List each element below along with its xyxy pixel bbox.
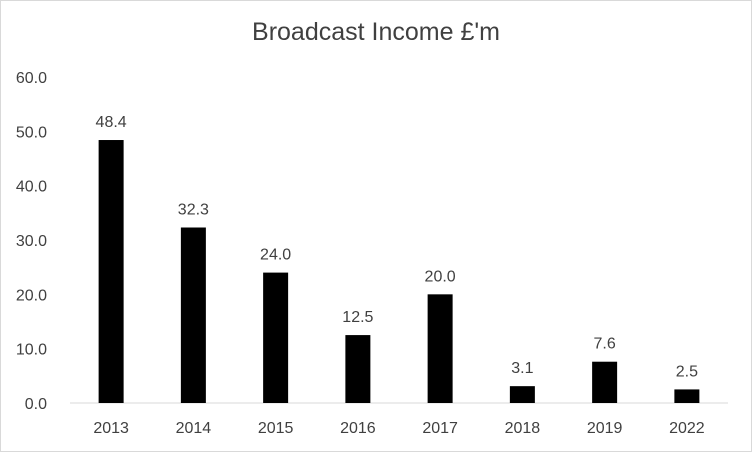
chart-title: Broadcast Income £'m — [252, 18, 500, 46]
data-labels: 48.4 32.3 24.0 12.5 20.0 3.1 7.6 2.5 — [96, 114, 699, 380]
bar — [674, 389, 700, 403]
y-tick-label: 60.0 — [16, 70, 47, 87]
bar — [592, 361, 618, 403]
x-tick-label: 2015 — [258, 420, 294, 437]
bar — [180, 227, 206, 403]
bar — [263, 272, 289, 403]
bar — [509, 386, 535, 403]
x-tick-label: 2013 — [93, 420, 129, 437]
data-label: 32.3 — [178, 202, 209, 219]
data-label: 7.6 — [594, 336, 616, 353]
x-tick-label: 2019 — [587, 420, 623, 437]
bar — [427, 294, 453, 403]
data-label: 3.1 — [511, 360, 533, 377]
data-label: 12.5 — [342, 309, 373, 326]
y-tick-label: 40.0 — [16, 179, 47, 196]
y-axis-ticks: 0.0 10.0 20.0 30.0 40.0 50.0 60.0 — [16, 70, 47, 413]
bar — [98, 140, 124, 403]
x-tick-label: 2022 — [669, 420, 705, 437]
data-label: 48.4 — [96, 114, 127, 131]
category-labels: 2013 2014 2015 2016 2017 2018 2019 2022 — [93, 420, 704, 437]
data-label: 2.5 — [676, 363, 698, 380]
y-tick-label: 0.0 — [25, 396, 47, 413]
x-tick-label: 2017 — [422, 420, 458, 437]
y-tick-label: 50.0 — [16, 124, 47, 141]
data-label: 20.0 — [425, 268, 456, 285]
x-tick-label: 2018 — [505, 420, 541, 437]
y-tick-label: 30.0 — [16, 233, 47, 250]
y-tick-label: 20.0 — [16, 287, 47, 304]
x-tick-label: 2016 — [340, 420, 376, 437]
bars — [98, 140, 700, 403]
data-label: 24.0 — [260, 247, 291, 264]
bar — [345, 335, 371, 403]
x-tick-label: 2014 — [176, 420, 212, 437]
y-tick-label: 10.0 — [16, 342, 47, 359]
